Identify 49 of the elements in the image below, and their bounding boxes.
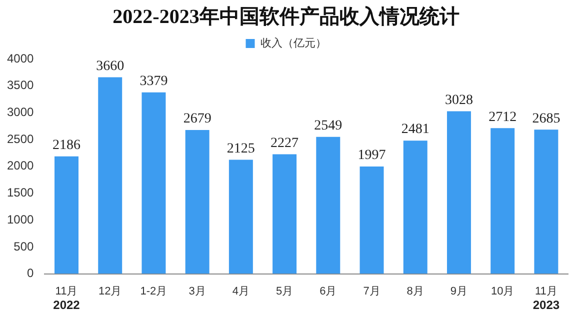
- text: 2022: [53, 298, 80, 312]
- data-label: 2186: [52, 138, 80, 154]
- x-tick-label: 12月: [98, 285, 122, 298]
- y-tick-label: 3000: [6, 105, 34, 120]
- bar: [534, 130, 558, 274]
- bar: [54, 156, 78, 274]
- bar: [142, 92, 166, 274]
- y-tick-label: 0: [27, 266, 34, 280]
- data-label: 2125: [226, 141, 255, 156]
- x-tick-label: 4月: [232, 285, 250, 298]
- x-tick-label: 10月: [490, 285, 514, 298]
- bar: [185, 130, 210, 274]
- bar: [403, 140, 428, 274]
- y-tick-label: 2500: [6, 132, 34, 146]
- bar: [228, 160, 253, 274]
- bar: [272, 154, 297, 274]
- x-tick-label: 1-2月: [140, 285, 168, 298]
- data-label: 2549: [314, 118, 342, 134]
- y-tick-label: 2000: [6, 158, 34, 173]
- y-tick-label: 3500: [6, 78, 34, 92]
- x-tick-label: 7月: [363, 285, 380, 298]
- x-tick-label: 11月: [534, 285, 558, 298]
- data-label: 2679: [183, 112, 212, 127]
- legend-label: 收入（亿元）: [260, 36, 326, 50]
- bar: [446, 111, 471, 274]
- x-tick-label: 3月: [188, 285, 206, 298]
- data-label: 3660: [96, 58, 124, 74]
- bar: [360, 166, 384, 274]
- y-tick-label: 4000: [6, 51, 34, 66]
- data-label: 2227: [270, 136, 299, 151]
- data-label: 3379: [140, 74, 168, 90]
- chart-title: 2022-2023年中国软件产品收入情况统计: [112, 5, 460, 28]
- data-label: 3028: [444, 92, 473, 108]
- x-tick-label: 5月: [276, 285, 294, 298]
- x-tick-label: 8月: [406, 285, 424, 298]
- bar: [490, 128, 515, 274]
- y-tick-label: 1000: [6, 212, 34, 226]
- bar: [316, 136, 340, 274]
- x-tick-label: 11月: [55, 285, 78, 298]
- y-tick-label: 1500: [6, 186, 34, 200]
- text: 2023: [532, 298, 560, 312]
- x-tick-label: 6月: [320, 285, 337, 298]
- data-label: 2481: [401, 122, 430, 138]
- x-tick-label: 9月: [450, 285, 468, 298]
- y-tick-label: 500: [14, 239, 34, 254]
- data-label: 2685: [532, 111, 560, 126]
- data-label: 2712: [488, 110, 517, 125]
- data-label: 1997: [358, 148, 386, 164]
- bar: [98, 77, 122, 274]
